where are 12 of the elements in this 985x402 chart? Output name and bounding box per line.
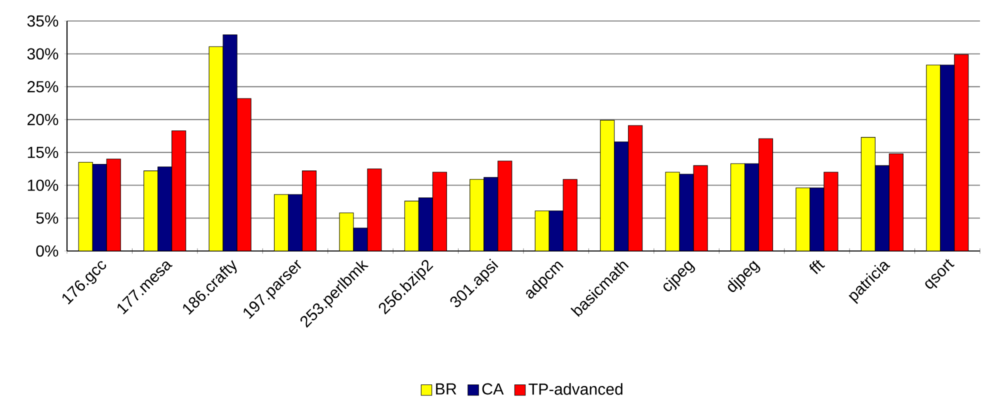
- y-tick-label: 35%: [27, 15, 58, 27]
- x-tick-label: fft: [809, 260, 826, 274]
- y-tick-label: 15%: [28, 146, 58, 158]
- y-tick-label: 20%: [28, 114, 58, 126]
- y-tick-label: 10%: [28, 180, 58, 191]
- y-tick-label: 5%: [36, 212, 58, 224]
- legend-label: TP-advanced: [528, 383, 622, 395]
- legend-label: CA: [482, 383, 504, 395]
- y-tick-label: 30%: [27, 48, 58, 60]
- y-tick-label: 0%: [36, 245, 58, 257]
- legend-label: BR: [436, 383, 456, 394]
- y-tick-label: 25%: [28, 81, 58, 92]
